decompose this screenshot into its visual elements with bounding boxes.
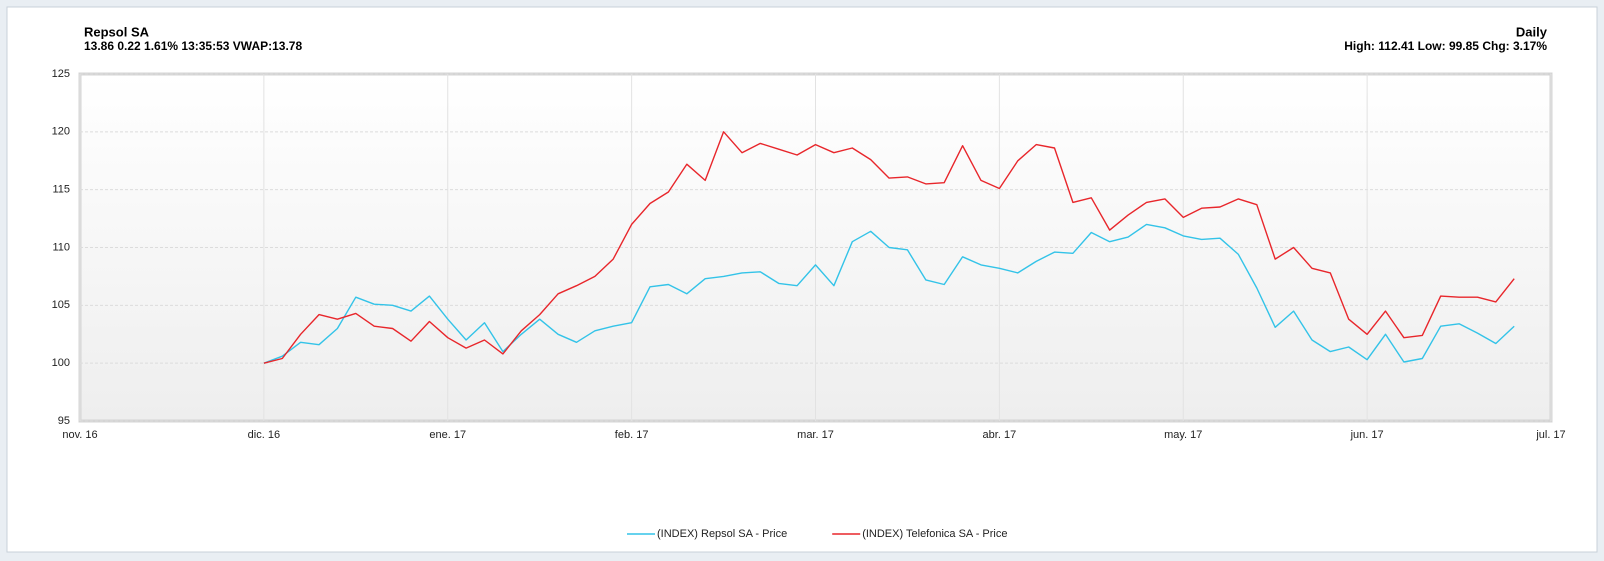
series-line [263, 223, 1515, 364]
y-tick-label: 125 [52, 68, 70, 80]
stats: High: 112.41 Low: 99.85 Chg: 3.17% [1344, 39, 1547, 53]
x-tick-label: dic. 16 [248, 429, 280, 441]
x-tick-label: mar. 17 [797, 429, 834, 441]
period: Daily [1516, 24, 1548, 39]
legend-label: (INDEX) Repsol SA - Price [657, 528, 787, 540]
subtitle: 13.86 0.22 1.61% 13:35:53 VWAP:13.78 [84, 39, 302, 53]
x-tick-label: jun. 17 [1350, 429, 1384, 441]
legend-label: (INDEX) Telefonica SA - Price [862, 528, 1007, 540]
x-tick-label: ene. 17 [429, 429, 466, 441]
x-tick-label: feb. 17 [615, 429, 649, 441]
title: Repsol SA [84, 24, 150, 39]
x-tick-label: jul. 17 [1535, 429, 1565, 441]
y-tick-label: 100 [52, 357, 70, 369]
series-line [263, 131, 1515, 364]
y-tick-label: 105 [52, 299, 70, 311]
y-tick-label: 110 [52, 241, 70, 253]
x-tick-label: may. 17 [1164, 429, 1202, 441]
y-tick-label: 120 [52, 126, 70, 138]
x-tick-label: abr. 17 [983, 429, 1017, 441]
y-tick-label: 115 [52, 184, 70, 196]
x-tick-label: nov. 16 [62, 429, 97, 441]
y-tick-label: 95 [58, 415, 70, 427]
